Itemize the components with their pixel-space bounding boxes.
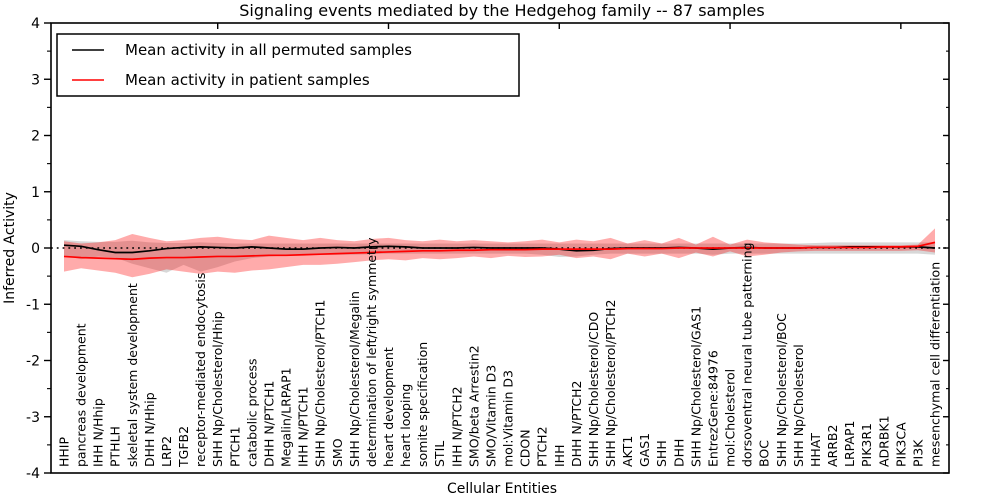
patient-sample-range-band [64, 228, 935, 278]
x-tick-label: skeletal system development [125, 283, 140, 467]
x-tick-label: GAS1 [637, 433, 652, 467]
x-tick-label: HHIP [57, 437, 72, 467]
x-tick-label: mesenchymal cell differentiation [928, 262, 943, 467]
x-tick-label: SMO/beta Arrestin2 [466, 345, 481, 467]
x-tick-label: PTCH1 [227, 426, 242, 467]
x-tick-label: mol:Vitamin D3 [501, 370, 516, 467]
x-tick-label: SMO/Vitamin D3 [483, 365, 498, 467]
x-tick-label: PTHLH [108, 426, 123, 467]
x-tick-label: SHH Np/Cholesterol/BOC [774, 313, 789, 467]
x-tick-label: SHH Np/Cholesterol/PTCH1 [313, 300, 328, 468]
band-layer [64, 228, 935, 278]
x-tick-label: heart looping [398, 384, 413, 467]
x-tick-label: Megalin/LRPAP1 [279, 367, 294, 467]
patient-mean-line [63, 241, 936, 261]
x-tick-label: LRP2 [159, 436, 174, 467]
x-tick-label: AKT1 [620, 436, 635, 467]
x-tick-label: DHH N/Hhip [142, 392, 157, 467]
legend: Mean activity in all permuted samples Me… [56, 33, 520, 97]
y-tick-label: -3 [26, 410, 40, 426]
x-tick-label: SHH Np/Cholesterol/Megalin [347, 291, 362, 467]
x-tick-label: mol:Cholesterol [723, 369, 738, 467]
x-tick-label: determination of left/right symmetry [364, 237, 379, 467]
y-tick-label: 3 [31, 72, 40, 88]
y-tick-label: 4 [31, 16, 40, 32]
x-tick-label: pancreas development [74, 323, 89, 467]
x-tick-label: IHH N/PTCH2 [449, 386, 464, 467]
tick-layer [44, 22, 949, 474]
chart-title: Signaling events mediated by the Hedgeho… [239, 1, 764, 20]
x-tick-label: SHH [654, 440, 669, 467]
x-tick-label: TGFB2 [176, 426, 191, 468]
x-tick-label: BOC [757, 440, 772, 467]
legend-label-permuted: Mean activity in all permuted samples [125, 41, 412, 59]
x-tick-label: DHH N/PTCH1 [261, 381, 276, 467]
x-axis-title: Cellular Entities [447, 481, 557, 497]
x-tick-label: SMO [330, 438, 345, 467]
x-tick-label: IHH [552, 445, 567, 468]
y-tick-label: -1 [26, 297, 40, 313]
x-tick-label: dorsoventral neural tube patterning [740, 243, 755, 468]
x-tick-label: EntrezGene:84976 [705, 350, 720, 467]
x-tick-label: somite specification [415, 342, 430, 467]
x-tick-label: HHAT [808, 433, 823, 467]
y-tick-label: -2 [26, 354, 40, 370]
x-tick-label: heart development [381, 347, 396, 467]
x-tick-label: ADRBK1 [876, 415, 891, 467]
x-tick-label: ARRB2 [825, 425, 840, 467]
x-tick-label: SHH Np/Cholesterol/PTCH2 [603, 300, 618, 468]
y-tick-label: -4 [26, 466, 40, 482]
x-tick-label-layer: HHIP pancreas development IHH N/Hhip PTHLH s… [57, 237, 943, 468]
x-tick-label: PIK3CA [893, 422, 908, 467]
x-tick-label: DHH N/PTCH2 [569, 381, 584, 467]
legend-box [56, 33, 520, 97]
x-tick-label: catabolic process [244, 358, 259, 467]
x-tick-label: PI3K [910, 439, 925, 467]
y-tick-label: 1 [31, 185, 40, 201]
y-axis-title: Inferred Activity [2, 192, 18, 304]
y-tick-label: 2 [31, 129, 40, 145]
x-tick-label: SHH Np/Cholesterol [791, 344, 806, 467]
y-tick-label: 0 [31, 241, 40, 257]
x-tick-label: IHH N/Hhip [91, 398, 106, 467]
x-tick-label: IHH N/PTCH1 [296, 386, 311, 467]
y-tick-label-layer: 4 3 2 1 0 -1 -2 -3 -4 [26, 16, 40, 482]
x-tick-label: DHH [671, 439, 686, 467]
x-tick-label: STIL [432, 441, 447, 467]
x-tick-label: LRPAP1 [842, 421, 857, 467]
x-tick-label: receptor-mediated endocytosis [193, 273, 208, 467]
legend-label-patient: Mean activity in patient samples [125, 71, 370, 89]
x-tick-label: SHH Np/Cholesterol/Hhip [210, 311, 225, 467]
line-layer [51, 241, 949, 261]
x-tick-label: PTCH2 [535, 426, 550, 467]
x-tick-label: CDON [518, 429, 533, 467]
x-tick-label: SHH Np/Cholesterol/CDO [586, 312, 601, 467]
x-tick-label: SHH Np/Cholesterol/GAS1 [688, 306, 703, 467]
x-tick-label: PIK3R1 [859, 423, 874, 467]
